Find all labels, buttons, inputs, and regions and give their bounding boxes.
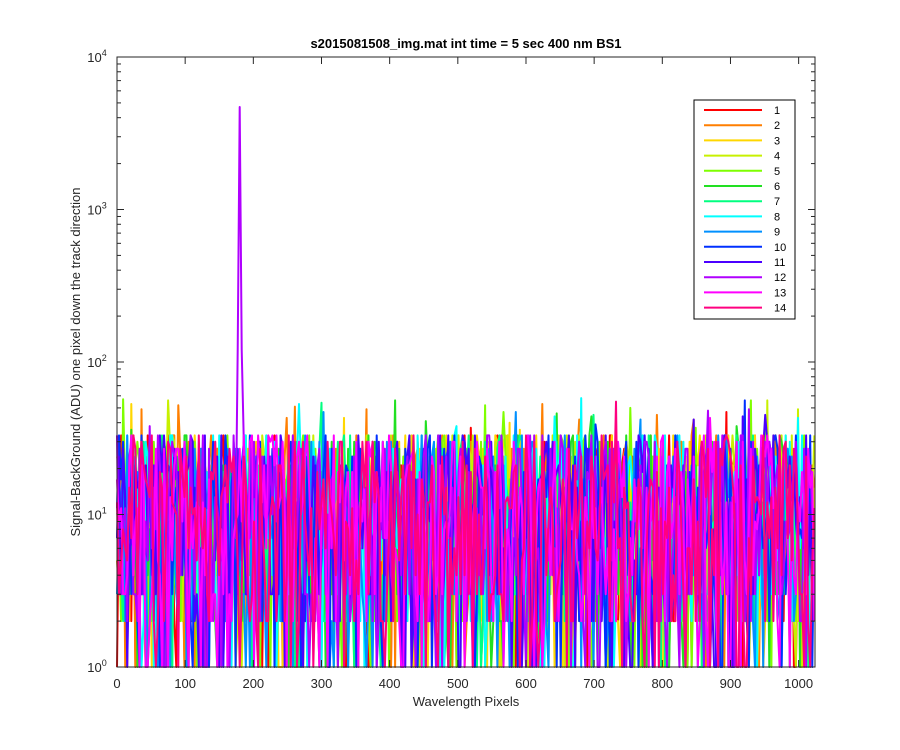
x-tick-label: 900: [720, 676, 742, 691]
x-tick-label: 600: [515, 676, 537, 691]
y-tick-label: 104: [87, 48, 106, 65]
x-tick-label: 500: [447, 676, 469, 691]
y-tick-label: 100: [87, 658, 106, 675]
x-tick-label: 200: [242, 676, 264, 691]
x-tick-label: 1000: [784, 676, 813, 691]
legend-label-12: 12: [774, 272, 786, 284]
series-line-13: [116, 416, 816, 668]
legend-label-14: 14: [774, 303, 786, 315]
x-axis: 0 100 200 300 400 500 600 700 800 900 1000: [113, 57, 813, 691]
legend-label-11: 11: [774, 257, 785, 269]
x-axis-label: Wavelength Pixels: [413, 694, 520, 709]
legend-label-10: 10: [774, 242, 786, 254]
legend-label-5: 5: [774, 166, 780, 178]
legend-label-8: 8: [774, 211, 780, 223]
legend-label-7: 7: [774, 196, 780, 208]
y-tick-label: 103: [87, 201, 106, 218]
legend-label-1: 1: [774, 105, 780, 117]
legend-label-13: 13: [774, 287, 786, 299]
legend-label-3: 3: [774, 135, 780, 147]
x-tick-label: 400: [379, 676, 401, 691]
x-tick-label: 800: [651, 676, 673, 691]
y-tick-label: 102: [87, 353, 106, 370]
legend-label-6: 6: [774, 181, 780, 193]
chart-title: s2015081508_img.mat int time = 5 sec 400…: [310, 36, 621, 51]
x-tick-label: 100: [174, 676, 196, 691]
series-line-14: [116, 400, 816, 668]
y-axis-label: Signal-BackGround (ADU) one pixel down t…: [68, 187, 83, 536]
x-tick-label: 700: [583, 676, 605, 691]
x-tick-label: 300: [311, 676, 333, 691]
legend-label-9: 9: [774, 227, 780, 239]
y-tick-label: 101: [87, 506, 106, 523]
legend-label-4: 4: [774, 151, 780, 163]
legend-box: [693, 99, 796, 320]
x-tick-label: 0: [113, 676, 120, 691]
legend-label-2: 2: [774, 120, 780, 132]
